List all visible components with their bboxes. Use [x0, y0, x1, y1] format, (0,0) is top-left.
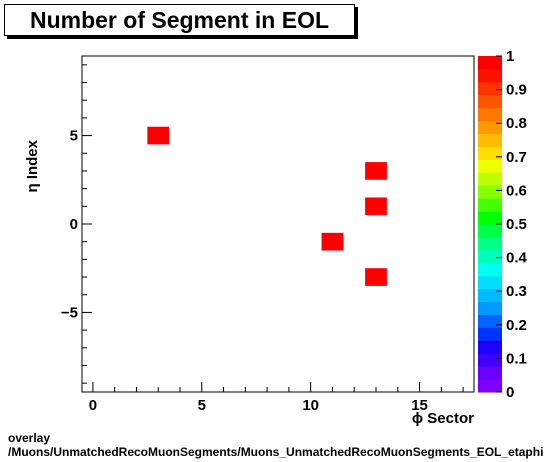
axes: 0 5 10 15 −5 0 5 — [61, 64, 464, 414]
colorbar-tick-label: 0 — [506, 384, 514, 401]
colorbar-segment — [478, 340, 502, 354]
colorbar-segment — [478, 249, 502, 264]
colorbar-tick-label: 0.2 — [506, 317, 527, 334]
colorbar-segment — [478, 133, 502, 147]
colorbar-segment — [478, 327, 502, 341]
colorbar-segment — [478, 211, 502, 225]
chart-title-box: Number of Segment in EOL — [4, 4, 355, 36]
y-tick-label: 0 — [70, 216, 78, 233]
footer-line-2: /Muons/UnmatchedRecoMuonSegments/Muons_U… — [8, 445, 544, 459]
footer: overlay /Muons/UnmatchedRecoMuonSegments… — [8, 431, 543, 459]
colorbar-tick-label: 0.9 — [506, 82, 527, 99]
x-tick-label: 0 — [89, 397, 97, 414]
x-tick-label: 5 — [198, 397, 206, 414]
x-axis-title: ϕ Sector — [412, 410, 474, 427]
colorbar-segment — [478, 288, 502, 303]
colorbar-segment — [478, 68, 502, 83]
colorbar-tick-label: 0.1 — [506, 350, 527, 367]
y-tick-label: 5 — [70, 128, 78, 145]
colorbar-segment — [478, 224, 502, 238]
heatmap-cell — [365, 197, 387, 216]
plot-frame — [81, 55, 475, 393]
colorbar-tick-label: 0.3 — [506, 283, 527, 300]
colorbar-segment — [478, 146, 502, 160]
colorbar-segment — [478, 314, 502, 328]
heatmap-cell — [365, 268, 387, 286]
colorbar-segment — [478, 56, 502, 70]
colorbar-tick-label: 0.5 — [506, 216, 527, 233]
colorbar-segment — [478, 94, 502, 109]
colorbar: 0 0.1 0.2 0.3 0.4 0.5 0.6 0.7 0.8 0.9 1 — [478, 48, 528, 401]
colorbar-segment — [478, 120, 502, 135]
x-tick-label: 10 — [302, 397, 319, 414]
colorbar-segment — [478, 185, 502, 199]
colorbar-tick-label: 0.7 — [506, 149, 527, 166]
colorbar-tick-label: 0.8 — [506, 115, 527, 132]
x-tick-label: 15 — [411, 397, 428, 414]
colorbar-segment — [478, 301, 502, 315]
colorbar-segment — [478, 159, 502, 173]
y-axis-title: η Index — [24, 139, 41, 192]
colorbar-segment — [478, 172, 502, 186]
colorbar-tick-label: 0.6 — [506, 182, 527, 199]
heatmap-cell — [147, 126, 170, 145]
heatmap-cell — [321, 232, 344, 251]
colorbar-segment — [478, 366, 502, 380]
colorbar-tick-label: 1 — [506, 48, 514, 65]
plot-area — [81, 55, 475, 393]
heatmap-cell — [365, 162, 387, 180]
colorbar-segment — [478, 379, 502, 393]
colorbar-tick-label: 0.4 — [506, 250, 528, 267]
chart-title: Number of Segment in EOL — [29, 7, 330, 33]
colorbar-segment — [478, 262, 502, 277]
colorbar-segment — [478, 275, 502, 290]
colorbar-segment — [478, 198, 502, 212]
footer-line-1: overlay — [8, 431, 51, 445]
colorbar-segment — [478, 107, 502, 122]
colorbar-segment — [478, 81, 502, 96]
colorbar-segment — [478, 353, 502, 367]
colorbar-segment — [478, 236, 502, 251]
y-tick-label: −5 — [61, 304, 78, 321]
heatmap-cells — [147, 126, 387, 286]
